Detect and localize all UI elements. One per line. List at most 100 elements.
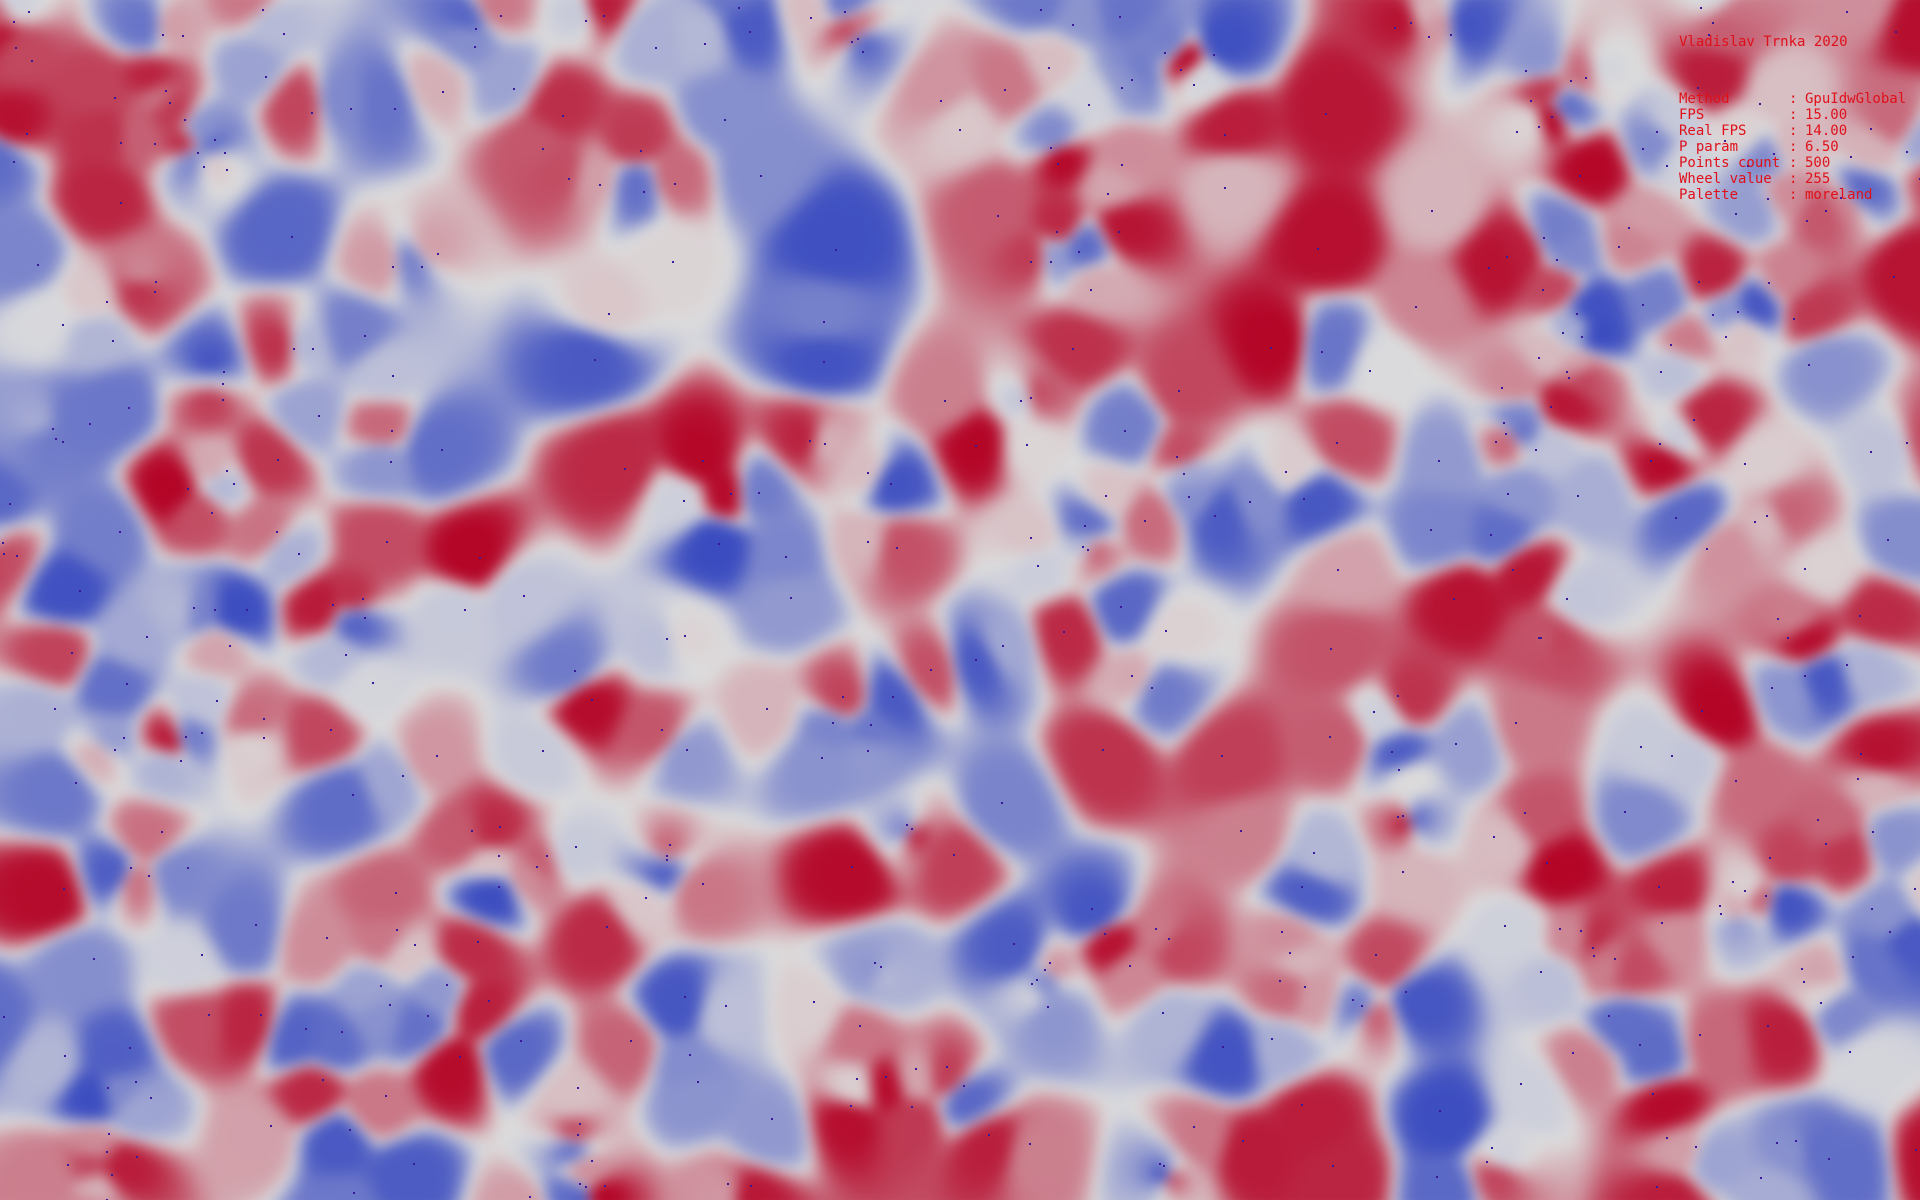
sample-point [1860,753,1862,755]
sample-point [785,556,787,558]
sample-point [813,1001,815,1003]
sample-point [542,750,544,752]
sample-point [562,115,564,117]
sample-point [1131,79,1133,81]
sample-point [362,598,364,600]
sample-point [1281,931,1283,933]
sample-point [394,108,396,110]
sample-point [1373,711,1375,713]
sample-point [63,888,65,890]
sample-point [201,954,203,956]
stat-label: FPS [1679,107,1705,123]
sample-point [1804,675,1806,677]
sample-point [262,9,264,11]
sample-point [1491,1147,1493,1149]
sample-point [1105,495,1107,497]
sample-point [441,449,443,451]
sample-point [112,340,114,342]
sample-point [270,1125,272,1127]
sample-point [114,97,116,99]
sample-point [1712,314,1714,316]
sample-point [1279,980,1281,982]
sample-point [263,718,265,720]
sample-point [1040,9,1042,11]
sample-point [349,1129,351,1131]
sample-point [111,1174,113,1176]
sample-point [725,1005,727,1007]
sample-point [718,543,720,545]
sample-point [364,335,366,337]
sample-point [1330,648,1332,650]
sample-point [185,736,187,738]
sample-point [1164,52,1166,54]
sample-point [1538,126,1540,128]
sample-point [277,459,279,461]
sample-point [944,400,946,402]
sample-point [1047,1006,1049,1008]
sample-point [1337,569,1339,571]
sample-point [1893,276,1895,278]
sample-point [214,609,216,611]
sample-point [120,142,122,144]
sample-point [312,348,314,350]
sample-point [867,750,869,752]
sample-point [180,760,182,762]
sample-point [702,883,704,885]
stat-separator: : [1789,187,1798,203]
sample-point [1852,956,1854,958]
sample-point [1671,755,1673,757]
sample-point [67,1164,69,1166]
sample-point [1540,637,1542,639]
sample-point [1090,289,1092,291]
sample-point [1091,908,1093,910]
sample-point [1084,525,1086,527]
sample-point [1846,11,1848,13]
sample-point [276,531,278,533]
sample-point [37,264,39,266]
sample-point [1131,675,1133,677]
sample-point [1329,736,1331,738]
sample-point [730,493,732,495]
sample-point [1825,210,1827,212]
sample-point [1706,548,1708,550]
sample-point [1542,289,1544,291]
sample-point [1776,1142,1778,1144]
sample-point [1732,881,1734,883]
sample-point [1767,1025,1769,1027]
sample-point [1048,67,1050,69]
sample-point [1871,908,1873,910]
sample-point [64,1055,66,1057]
sample-point [1214,515,1216,517]
sample-point [1640,746,1642,748]
sample-point [154,291,156,293]
sample-point [1639,1044,1641,1046]
sample-point [579,1123,581,1125]
stat-separator: : [1789,107,1798,123]
sample-point [577,1087,579,1089]
sample-point [1820,1002,1822,1004]
sample-point [892,696,894,698]
sample-point [529,1196,531,1198]
sample-point [1535,449,1537,451]
sample-point [203,166,205,168]
sample-point [1724,140,1726,142]
sample-point [857,38,859,40]
stat-row-palette: Palette: moreland [1679,187,1906,203]
sample-point [1029,1143,1031,1145]
sample-point [1656,131,1658,133]
sample-point [31,60,33,62]
sample-point [1118,231,1120,233]
sample-point [1361,1005,1363,1007]
stat-separator: : [1789,123,1798,139]
sample-point [1914,888,1916,890]
sample-point [832,722,834,724]
sample-point [13,21,15,23]
sample-point [1405,991,1407,993]
sample-point [345,654,347,656]
sample-point [15,47,17,49]
sample-point [1144,520,1146,522]
sample-point [1056,231,1058,233]
sample-point [184,119,186,121]
